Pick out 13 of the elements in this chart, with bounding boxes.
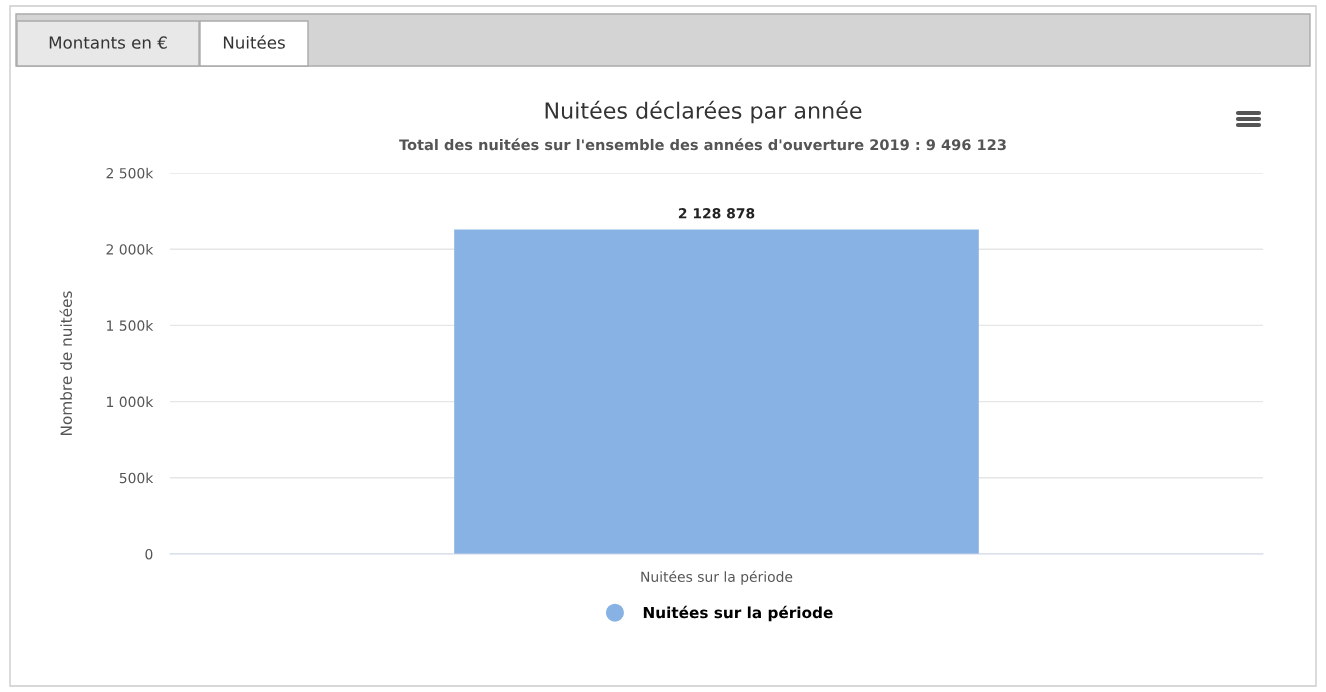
- y-tick-label: 500k: [119, 472, 154, 484]
- y-tick-label: 2 000k: [106, 243, 154, 255]
- y-tick-label: 1 000k: [107, 396, 154, 408]
- text: Montants en €: [49, 36, 167, 49]
- text: Nuitées: [223, 35, 285, 49]
- data-label: 2 128 878: [678, 208, 755, 219]
- legend-label: Nuitées sur la période: [643, 605, 833, 622]
- y-tick-label: 1 500k: [107, 320, 154, 331]
- y-tick-label: 0: [145, 548, 153, 560]
- y-tick-label: 2 500k: [106, 167, 154, 179]
- chart-subtitle: Total des nuitées sur l'ensemble des années d'ouverture 2019 : 9 496 123: [399, 138, 1006, 151]
- y-axis-title: Nombre de nuitées: [59, 291, 73, 435]
- chart-title: Nuitées déclarées par année: [545, 100, 862, 124]
